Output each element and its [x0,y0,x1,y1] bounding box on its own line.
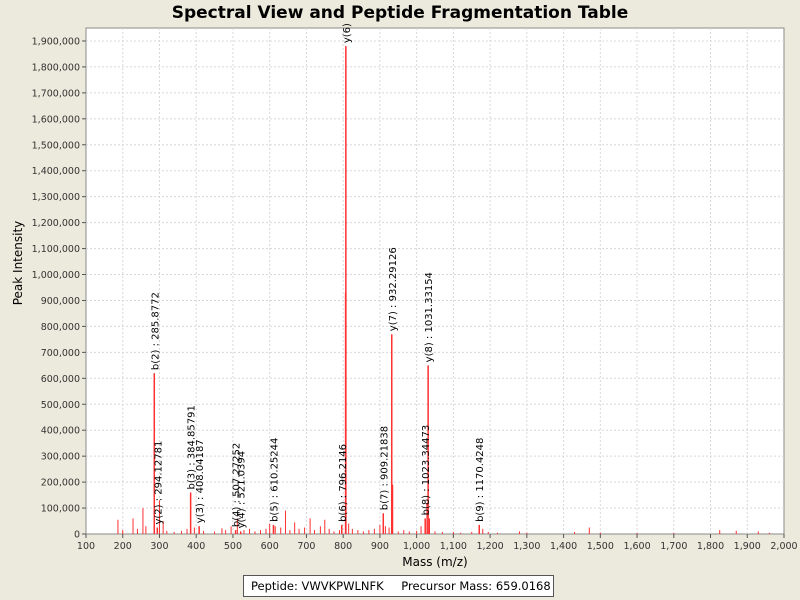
peak-label: b(8) : 1023.34473 [421,425,432,516]
x-tick-label: 1,200 [477,541,504,552]
y-tick-label: 1,900,000 [32,36,80,47]
peak-label: y(6) [342,23,353,43]
y-tick-label: 600,000 [41,374,80,385]
x-tick-label: 1,700 [660,541,687,552]
y-axis-label: Peak Intensity [11,221,25,306]
y-tick-label: 400,000 [41,426,80,437]
x-tick-label: 300 [150,541,168,552]
x-axis-label: Mass (m/z) [402,555,467,569]
y-tick-label: 1,200,000 [32,218,80,229]
y-tick-label: 1,500,000 [32,140,80,151]
axes: 100 200 300 400 500 600 700 800 900 1,000 1,100 1,2… [32,36,798,552]
y-tick-label: 1,100,000 [32,244,80,255]
x-tick-label: 600 [261,541,279,552]
x-tick-label: 1,600 [623,541,650,552]
y-tick-label: 1,600,000 [32,114,80,125]
plot-area [85,27,785,535]
y-tick-label: 1,300,000 [32,192,80,203]
y-tick-label: 1,000,000 [32,270,80,281]
x-tick-label: 700 [297,541,315,552]
y-tick-label: 900,000 [41,296,80,307]
precursor-mass: Precursor Mass: 659.0168 [401,579,551,593]
peak-label: y(8) : 1031.33154 [424,272,435,362]
peak-label: y(7) : 932.29126 [388,247,399,331]
y-tick-label: 200,000 [41,478,80,489]
x-tick-label: 1,100 [440,541,467,552]
peak-label: y(2) : 294.12781 [153,441,164,525]
x-tick-label: 1,000 [403,541,430,552]
x-tick-label: 400 [187,541,205,552]
y-tick-label: 1,800,000 [32,62,80,73]
y-tick-label: 1,400,000 [32,166,80,177]
x-tick-label: 800 [334,541,352,552]
peak-label: b(7) : 909.21838 [379,426,390,510]
peaks-layer [117,46,770,534]
y-tick-label: 700,000 [41,348,80,359]
peak-label: b(3) : 384.85791 [187,405,198,489]
x-tick-label: 100 [77,541,95,552]
peak-label: b(4) : 507.27252 [232,443,243,527]
peak-label: y(4) : 521.0394 [237,451,248,529]
y-tick-label: 1,700,000 [32,88,80,99]
x-tick-label: 900 [371,541,389,552]
y-tick-label: 100,000 [41,504,80,515]
x-tick-label: 1,900 [734,541,761,552]
peak-label: b(9) : 1170.4248 [475,438,486,522]
x-tick-label: 1,500 [587,541,614,552]
grid-lines [86,28,784,534]
peak-label: b(6) : 796.2146 [338,444,349,522]
y-tick-label: 500,000 [41,400,80,411]
x-tick-label: 1,800 [697,541,724,552]
peak-labels-layer: b(2) : 285.8772 y(2) : 294.12781 b(3) : 38… [150,23,486,528]
peptide-sequence: Peptide: VWVKPWLNFK [251,579,384,593]
peak-label: b(5) : 610.25244 [269,438,280,522]
x-tick-label: 1,400 [550,541,577,552]
y-tick-label: 800,000 [41,322,80,333]
chart-title: Spectral View and Peptide Fragmentation … [171,3,629,23]
peak-label: b(2) : 285.8772 [150,292,161,370]
x-tick-label: 1,300 [513,541,540,552]
x-tick-label: 200 [114,541,132,552]
y-tick-label: 0 [74,530,80,541]
peak-label: y(3) : 408.04187 [195,439,206,523]
x-tick-label: 2,000 [770,541,797,552]
y-tick-label: 300,000 [41,452,80,463]
peptide-info-box: Peptide: VWVKPWLNFK Precursor Mass: 659.… [243,575,554,597]
x-tick-label: 500 [224,541,242,552]
